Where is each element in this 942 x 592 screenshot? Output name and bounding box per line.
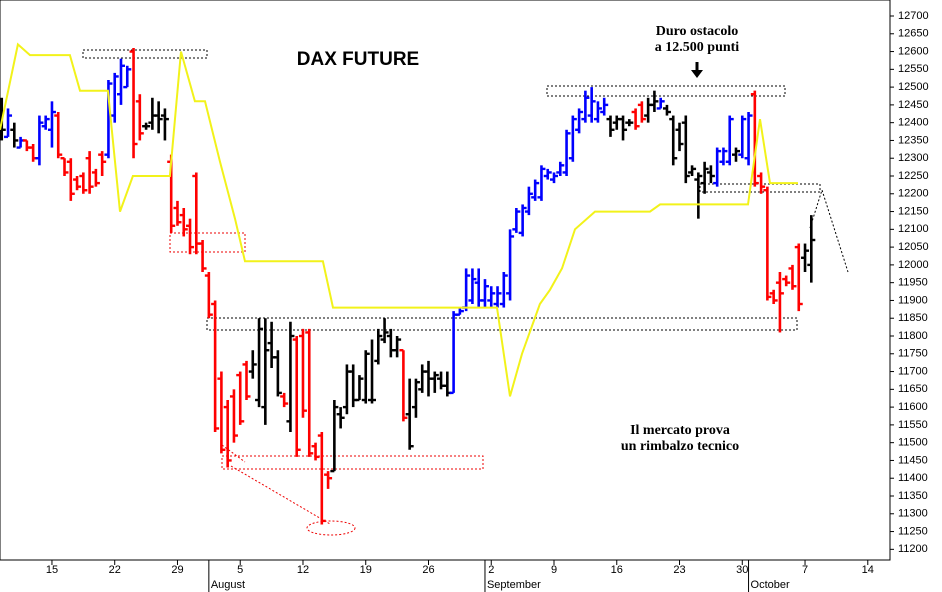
y-tick-label: 12000	[898, 259, 929, 271]
y-tick-label: 12500	[898, 81, 929, 93]
y-tick-label: 12200	[898, 188, 929, 200]
y-tick-label: 12350	[898, 134, 929, 146]
y-tick-label: 12150	[898, 205, 929, 217]
y-tick-label: 11900	[898, 294, 928, 306]
y-tick-label: 12400	[898, 117, 929, 129]
y-tick-label: 12050	[898, 241, 929, 253]
y-tick-label: 12450	[898, 99, 929, 111]
annotation: a 12.500 punti	[655, 40, 740, 55]
x-tick-label: 14	[862, 564, 874, 576]
y-tick-label: 11500	[898, 437, 928, 449]
y-tick-label: 12650	[898, 28, 929, 40]
arrow-head	[691, 70, 703, 78]
annotation: Duro ostacolo	[656, 24, 739, 39]
resistance-box	[82, 49, 208, 59]
x-tick-label: 9	[551, 564, 557, 576]
x-tick-label: 19	[360, 564, 372, 576]
y-tick-label: 12300	[898, 152, 929, 164]
y-tick-label: 11200	[898, 543, 928, 555]
x-tick-label: 26	[422, 564, 434, 576]
gap-box	[169, 232, 246, 253]
low-ellipse	[306, 520, 356, 536]
y-tick-label: 12250	[898, 170, 929, 182]
indicator-line	[0, 42, 798, 397]
y-tick-label: 12600	[898, 45, 929, 57]
x-tick-label: 7	[802, 564, 808, 576]
month-label: October	[751, 579, 790, 591]
y-tick-label: 12700	[898, 10, 929, 22]
y-tick-label: 11850	[898, 312, 928, 324]
connector	[230, 465, 331, 525]
x-tick-label: 15	[46, 564, 58, 576]
x-tick-label: 2	[488, 564, 494, 576]
annotation: Il mercato prova	[630, 423, 730, 438]
y-tick-label: 11550	[898, 419, 928, 431]
y-tick-label: 11950	[898, 277, 928, 289]
y-tick-label: 11800	[898, 330, 928, 342]
connector	[221, 444, 246, 463]
x-tick-label: 30	[736, 564, 748, 576]
bars	[0, 48, 816, 525]
support-box	[206, 317, 798, 331]
arrow	[691, 62, 703, 78]
y-tick-label: 11300	[898, 508, 928, 520]
y-tick-label: 11750	[898, 348, 928, 360]
y-tick-label: 11600	[898, 401, 928, 413]
y-tick-label: 11700	[898, 365, 928, 377]
y-tick-label: 11250	[898, 525, 928, 537]
x-tick-label: 12	[297, 564, 309, 576]
y-tick-label: 11650	[898, 383, 928, 395]
y-tick-label: 11400	[898, 472, 928, 484]
month-label: September	[487, 579, 541, 591]
x-tick-label: 16	[611, 564, 623, 576]
annotation: un rimbalzo tecnico	[621, 439, 739, 454]
annotation-shapes	[82, 49, 849, 536]
month-label: August	[211, 579, 245, 591]
plot-area	[0, 0, 891, 561]
y-tick-label: 11350	[898, 490, 928, 502]
x-tick-label: 22	[109, 564, 121, 576]
y-tick-label: 12100	[898, 223, 929, 235]
chart-title: DAX FUTURE	[297, 49, 419, 70]
x-tick-label: 29	[171, 564, 183, 576]
x-tick-label: 5	[237, 564, 243, 576]
y-tick-label: 12550	[898, 63, 929, 75]
projection	[809, 188, 849, 273]
support-box	[221, 455, 484, 470]
x-tick-label: 23	[673, 564, 685, 576]
y-tick-label: 11450	[898, 454, 928, 466]
